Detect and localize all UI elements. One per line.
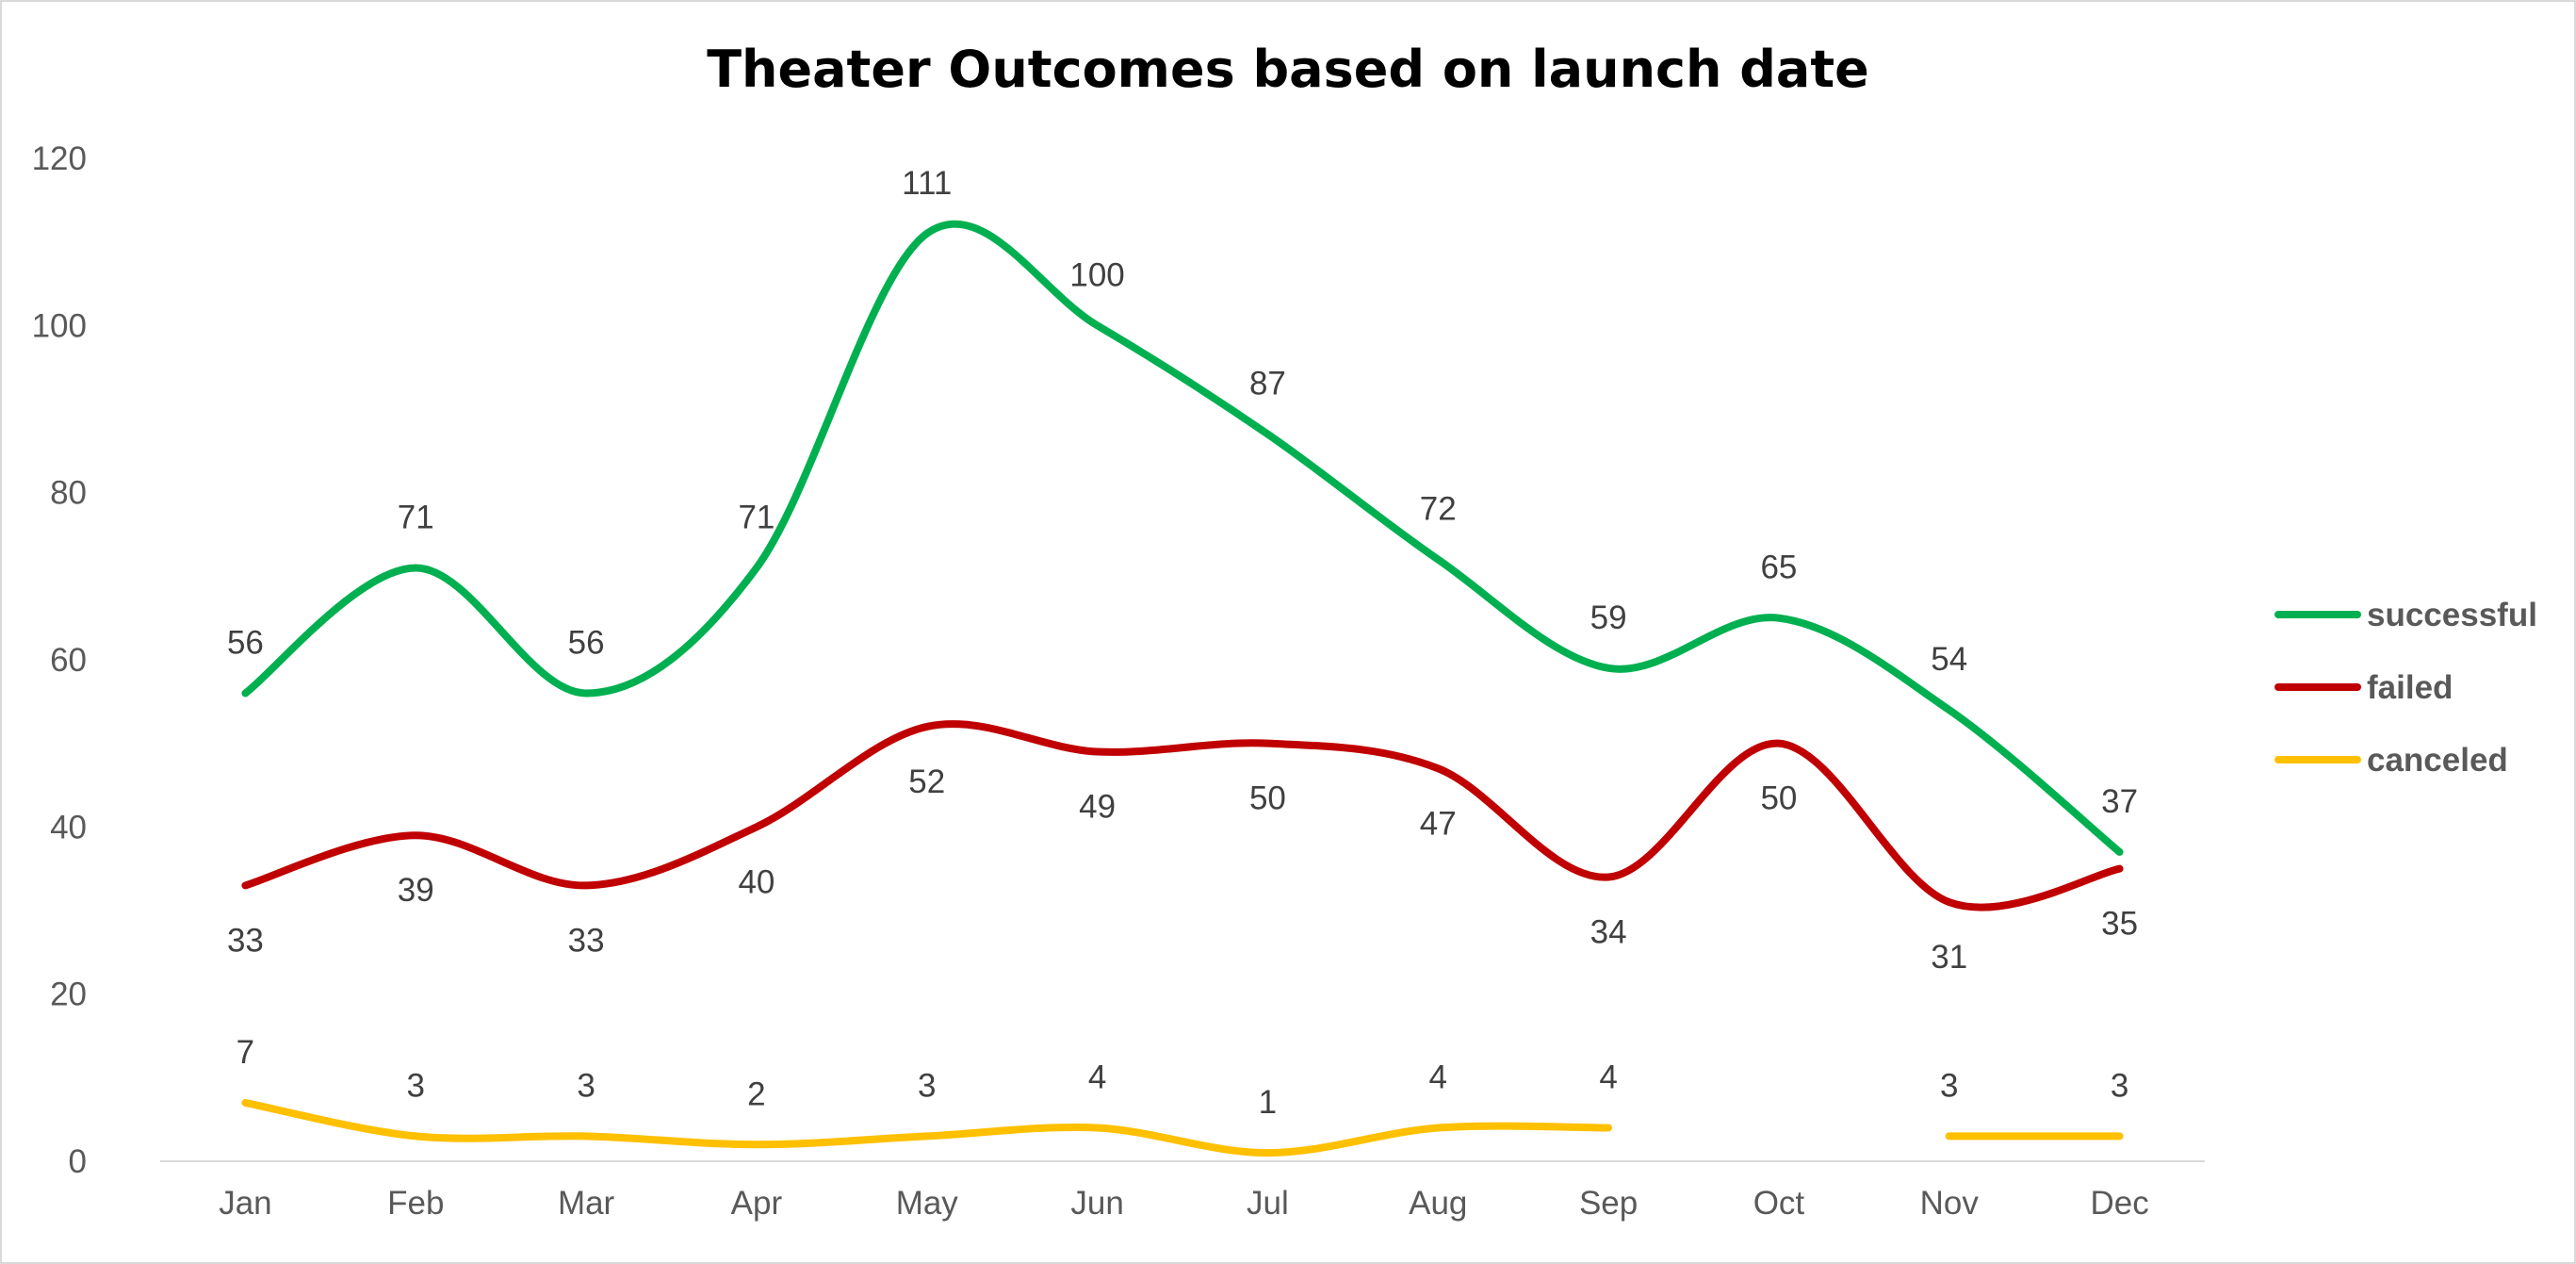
x-axis-tick-labels: Jan Feb Mar Apr May Jun Jul Aug Sep Oct Nov Dec — [219, 1185, 2149, 1222]
y-axis-tick-labels: 0 20 40 60 80 100 120 — [32, 140, 87, 1180]
series-line-successful — [241, 220, 2124, 856]
y-tick-label: 20 — [50, 977, 87, 1013]
data-label-failed: 33 — [227, 922, 264, 959]
data-label-failed: 33 — [568, 922, 605, 959]
data-label-failed: 50 — [1249, 780, 1286, 817]
x-tick-label: Nov — [1920, 1185, 1980, 1222]
x-tick-label: Dec — [2090, 1185, 2148, 1222]
data-label-successful: 56 — [568, 624, 605, 661]
series-line-failed — [241, 720, 2124, 911]
data-label-failed: 31 — [1931, 939, 1967, 976]
data-label-canceled: 4 — [1599, 1059, 1617, 1096]
y-tick-label: 60 — [50, 642, 87, 679]
x-tick-label: Oct — [1753, 1185, 1805, 1222]
data-label-canceled: 3 — [918, 1067, 936, 1104]
data-label-successful: 54 — [1931, 641, 1967, 678]
data-label-canceled: 2 — [747, 1075, 765, 1112]
legend-label-canceled: canceled — [2367, 742, 2508, 779]
data-label-failed: 47 — [1420, 805, 1457, 842]
series-lines — [241, 220, 2124, 1157]
data-label-canceled: 1 — [1259, 1084, 1277, 1121]
data-label-canceled: 4 — [1088, 1059, 1106, 1096]
data-label-failed: 49 — [1079, 789, 1116, 826]
x-tick-label: Apr — [731, 1185, 783, 1222]
data-label-canceled: 3 — [577, 1067, 595, 1104]
chart-title: Theater Outcomes based on launch date — [707, 40, 1869, 99]
x-tick-label: Aug — [1409, 1185, 1467, 1222]
data-label-canceled: 4 — [1429, 1059, 1447, 1096]
x-tick-label: Feb — [387, 1185, 444, 1222]
data-label-failed: 39 — [398, 872, 434, 909]
x-tick-label: May — [896, 1185, 959, 1222]
x-tick-label: Jul — [1247, 1185, 1289, 1222]
y-tick-label: 100 — [32, 307, 87, 344]
legend-label-successful: successful — [2367, 597, 2537, 633]
data-label-canceled: 3 — [407, 1067, 425, 1104]
data-label-successful: 100 — [1069, 256, 1124, 293]
data-label-successful: 56 — [227, 624, 264, 661]
data-label-canceled: 3 — [1940, 1067, 1958, 1104]
y-tick-label: 80 — [50, 475, 87, 512]
x-tick-label: Jan — [219, 1185, 271, 1222]
data-label-failed: 50 — [1760, 780, 1797, 817]
y-tick-label: 120 — [32, 140, 87, 177]
data-label-failed: 34 — [1590, 914, 1627, 951]
data-label-failed: 40 — [738, 863, 774, 900]
legend: successful failed canceled — [2274, 597, 2537, 779]
data-label-successful: 37 — [2101, 783, 2138, 820]
data-label-failed: 52 — [908, 763, 945, 800]
data-label-failed: 35 — [2101, 906, 2138, 943]
data-label-canceled: 7 — [236, 1034, 254, 1071]
y-tick-label: 0 — [69, 1143, 87, 1180]
data-label-successful: 71 — [738, 499, 774, 535]
x-tick-label: Mar — [558, 1185, 615, 1222]
data-label-canceled: 3 — [2111, 1067, 2128, 1104]
data-label-successful: 87 — [1249, 366, 1286, 402]
data-label-successful: 111 — [902, 165, 952, 202]
y-tick-label: 40 — [50, 809, 87, 845]
data-label-successful: 65 — [1760, 550, 1797, 586]
x-tick-label: Sep — [1579, 1185, 1638, 1222]
series-line-canceled — [241, 1098, 1613, 1157]
x-tick-label: Jun — [1070, 1185, 1123, 1222]
legend-label-failed: failed — [2367, 669, 2453, 706]
data-label-successful: 72 — [1420, 491, 1457, 528]
data-label-successful: 59 — [1590, 599, 1627, 636]
data-label-successful: 71 — [398, 499, 434, 535]
